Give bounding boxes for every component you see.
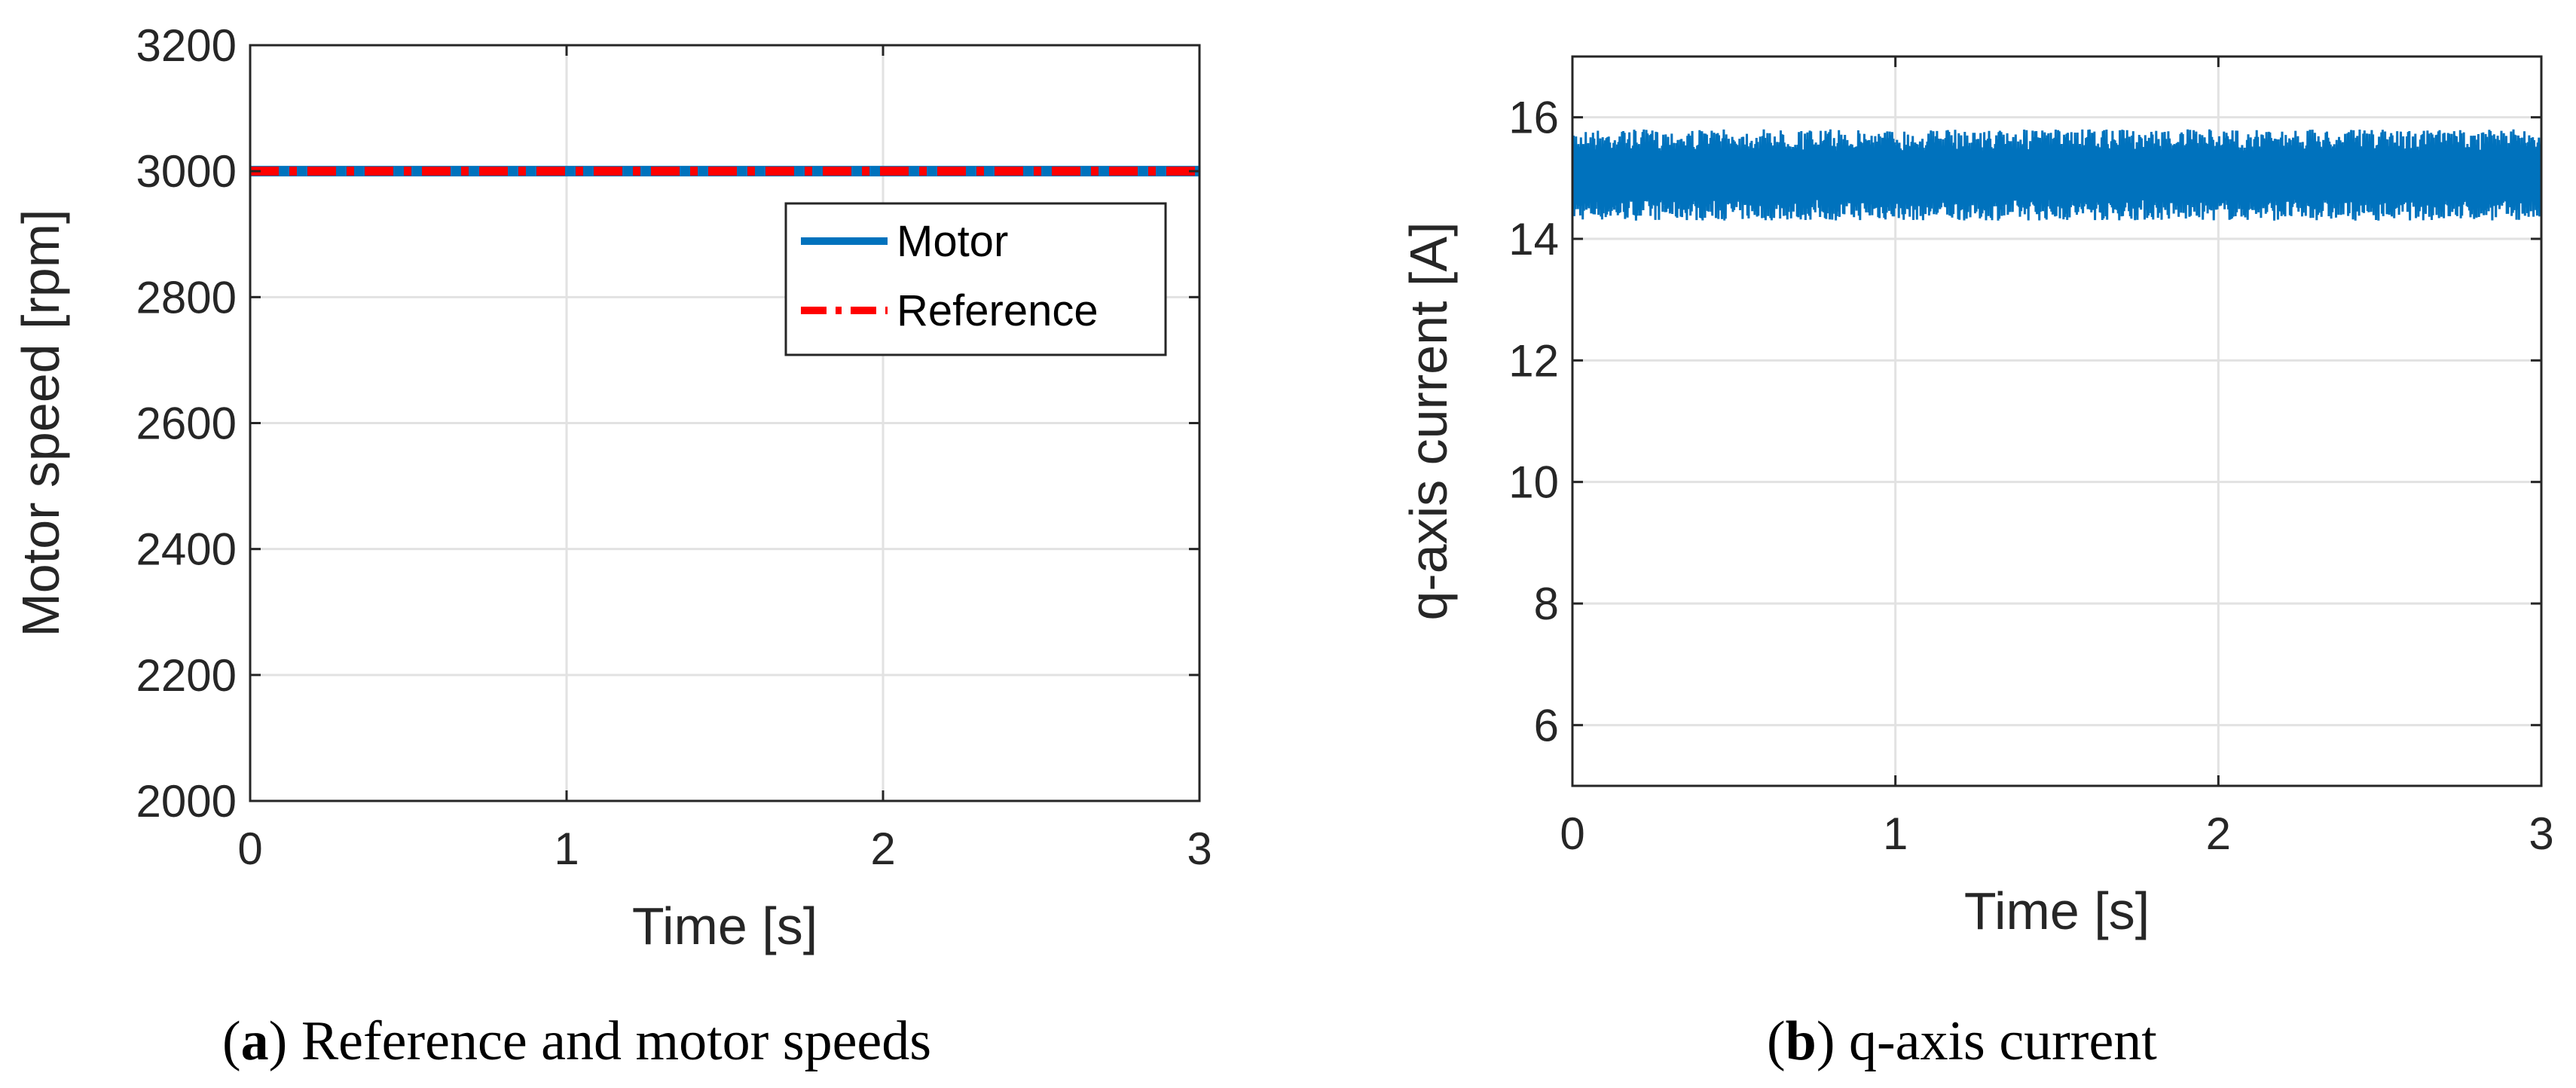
chart-a-y-tick-label: 3000 xyxy=(136,146,237,197)
caption-a-letter: a xyxy=(240,1010,269,1072)
caption-a-text: Reference and motor speeds xyxy=(301,1010,932,1072)
chart-a-y-tick-label: 2000 xyxy=(136,776,237,827)
chart-b-y-tick-label: 12 xyxy=(1508,335,1559,386)
chart-a-x-axis-label: Time [s] xyxy=(632,897,817,955)
chart-a-legend-box xyxy=(784,202,1167,356)
chart-a-y-tick-label: 2800 xyxy=(136,272,237,322)
chart-b-y-tick-label: 8 xyxy=(1534,579,1559,629)
chart-a: 0 1 2 3 2000 2200 2400 2600 2800 3000 3200 Time [s]… xyxy=(11,20,1212,955)
chart-a-x-tick-label: 1 xyxy=(554,824,579,874)
chart-a-legend: Motor Reference xyxy=(784,202,1167,356)
chart-b-x-axis-label: Time [s] xyxy=(1964,882,2150,940)
chart-a-x-tick-label: 0 xyxy=(237,824,262,874)
chart-b-x-tick-label: 2 xyxy=(2206,808,2231,859)
chart-a-y-tick-label: 2400 xyxy=(136,524,237,575)
caption-b-letter: b xyxy=(1785,1010,1817,1072)
chart-b-x-tick-label: 1 xyxy=(1883,808,1908,859)
chart-a-y-tick-label: 2600 xyxy=(136,399,237,449)
chart-a-x-tick-label: 2 xyxy=(870,824,895,874)
chart-b-y-tick-label: 16 xyxy=(1508,93,1559,143)
chart-b-axes-box xyxy=(1571,55,2543,787)
caption-a: (a) Reference and motor speeds xyxy=(222,1010,932,1072)
caption-b: (b) q-axis current xyxy=(1767,1010,2157,1072)
chart-a-y-axis-label: Motor speed [rpm] xyxy=(11,209,70,637)
caption-b-text: q-axis current xyxy=(1848,1010,2157,1072)
chart-b-y-tick-label: 10 xyxy=(1508,457,1559,508)
chart-a-y-tick-label: 2200 xyxy=(136,650,237,701)
chart-a-y-tick-label: 3200 xyxy=(136,20,237,71)
chart-b-x-tick-label: 3 xyxy=(2529,808,2553,859)
chart-b-x-tick-label: 0 xyxy=(1560,808,1584,859)
chart-b-y-axis-label: q-axis current [A] xyxy=(1399,222,1458,620)
chart-a-legend-motor-label: Motor xyxy=(897,217,1008,266)
chart-a-x-tick-label: 3 xyxy=(1187,824,1212,874)
chart-a-legend-reference-label: Reference xyxy=(897,286,1099,335)
chart-b-y-tick-label: 6 xyxy=(1534,700,1559,750)
chart-b-y-tick-label: 14 xyxy=(1508,214,1559,264)
